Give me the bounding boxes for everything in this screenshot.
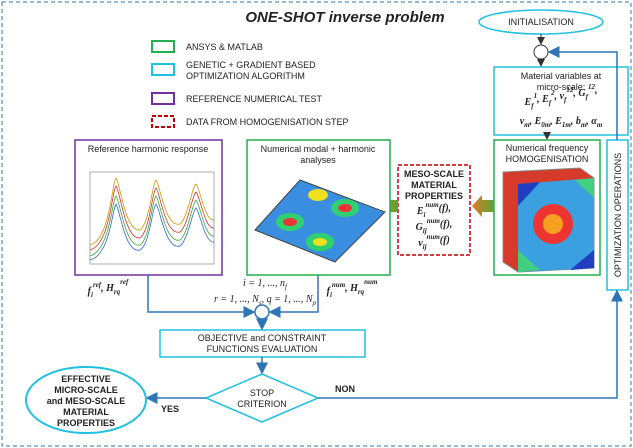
box-text: PROPERTIES [57,418,115,428]
math-part: i [423,211,425,219]
box-text: CRITERION [237,399,287,409]
legend-text: DATA FROM HOMOGENISATION STEP [186,117,349,127]
box-text: Numerical modal + harmonic [261,144,376,154]
title: ONE-SHOT inverse problem [245,9,444,26]
legend-text: ANSYS & MATLAB [186,42,263,52]
math-part: (f), [439,203,452,214]
box-text: and MESO-SCALE [47,396,126,406]
math-part: i [91,291,93,299]
cube-image [503,168,594,272]
math-part: num [364,278,378,286]
legend-text: REFERENCE NUMERICAL TEST [186,94,323,104]
non-label: NON [335,384,355,394]
math-part: num [427,233,441,241]
box-text: MATERIAL [411,180,457,190]
legend-text: GENETIC + GRADIENT BASED [186,60,316,70]
box-text: Reference harmonic response [88,144,209,154]
junction [255,305,269,319]
math-part: m [597,121,603,129]
legend-text: OPTIMIZATION ALGORITHM [186,71,305,81]
math-part: rq [114,288,121,296]
diagram: ONE-SHOT inverse problem ANSYS & MATLAB … [0,0,633,448]
box-text: STOP [250,388,274,398]
box-text: MICRO-SCALE [54,385,118,395]
box-text: OBJECTIVE and CONSTRAINT [198,333,327,343]
math-part: num [332,281,346,289]
box-text: EFFECTIVE [61,374,111,384]
box-text: PROPERTIES [405,191,463,201]
box-text: Material variables at [521,71,602,81]
math-part: (f), [440,219,453,230]
box-text: MATERIAL [63,407,109,417]
math-part: ij [423,243,427,251]
math-part: num [427,217,441,225]
box-text: OPTIMIZATION OPERATIONS [613,153,623,277]
math-part: num [425,201,439,209]
box-text: HOMOGENISATION [506,154,589,164]
math-part: (f) [440,235,450,246]
yes-label: YES [161,404,179,414]
math-part: , [594,85,598,96]
reference-box [75,140,222,275]
junction [534,45,548,59]
math-part: i = 1, ..., [243,278,280,289]
math-part: r = 1, ..., [214,294,252,305]
box-text: FUNCTIONS EVALUATION [207,344,318,354]
math-part: ref [120,278,129,286]
math-part: p [311,299,316,307]
box-text: Numerical frequency [506,143,589,153]
math-part: , q = 1, ..., [262,294,306,305]
box-text: MESO-SCALE [404,169,464,179]
math-part: i [330,291,332,299]
math-part: rq [358,288,365,296]
box-text: analyses [300,155,336,165]
start-label: INITIALISATION [508,17,574,27]
